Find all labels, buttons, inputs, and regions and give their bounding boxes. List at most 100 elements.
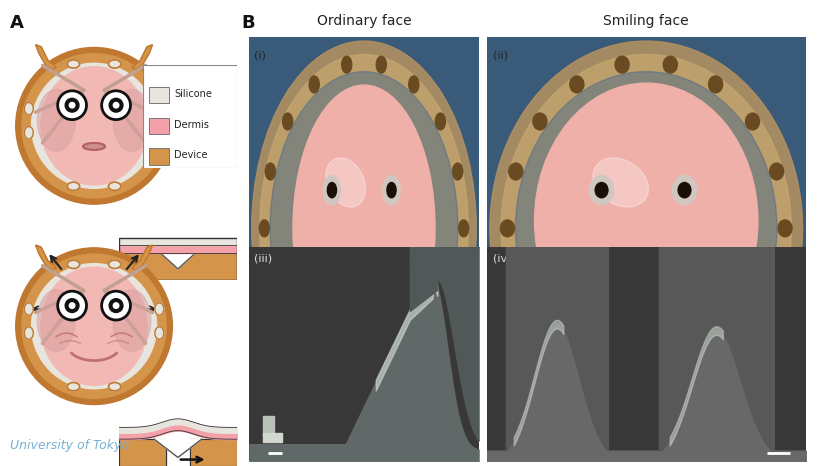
Circle shape <box>252 41 476 416</box>
Circle shape <box>745 327 760 343</box>
Circle shape <box>283 113 293 130</box>
Ellipse shape <box>67 260 79 268</box>
Circle shape <box>590 176 614 205</box>
Bar <box>119 439 166 466</box>
Circle shape <box>101 91 131 120</box>
Circle shape <box>327 183 336 198</box>
Circle shape <box>663 56 677 73</box>
Ellipse shape <box>155 103 164 115</box>
Bar <box>119 245 237 253</box>
Ellipse shape <box>83 143 105 150</box>
Circle shape <box>615 384 629 400</box>
Circle shape <box>490 41 802 416</box>
Ellipse shape <box>155 126 164 139</box>
Circle shape <box>342 56 352 73</box>
Circle shape <box>745 113 760 130</box>
Text: A: A <box>10 14 24 32</box>
Circle shape <box>114 303 119 308</box>
Text: (i): (i) <box>254 51 266 61</box>
Bar <box>149 87 169 103</box>
Circle shape <box>778 220 792 237</box>
Ellipse shape <box>25 126 34 139</box>
Circle shape <box>435 113 445 130</box>
Ellipse shape <box>67 383 79 391</box>
Text: (iv): (iv) <box>493 254 511 263</box>
Circle shape <box>501 220 515 237</box>
Polygon shape <box>36 245 56 270</box>
Bar <box>119 238 237 245</box>
Circle shape <box>114 103 119 108</box>
Circle shape <box>570 76 584 93</box>
Circle shape <box>770 163 784 180</box>
Circle shape <box>109 299 123 313</box>
Text: Silicone: Silicone <box>174 89 212 99</box>
Circle shape <box>678 183 691 198</box>
Text: (ii): (ii) <box>493 51 508 61</box>
Bar <box>263 416 273 436</box>
Text: B: B <box>241 14 255 32</box>
Ellipse shape <box>25 103 34 115</box>
Text: Dermis: Dermis <box>174 120 209 130</box>
Ellipse shape <box>113 89 151 151</box>
Ellipse shape <box>67 182 79 191</box>
Circle shape <box>533 327 547 343</box>
Circle shape <box>57 291 87 320</box>
Circle shape <box>452 163 463 180</box>
Ellipse shape <box>113 290 151 352</box>
Polygon shape <box>132 45 152 69</box>
Ellipse shape <box>67 60 79 68</box>
Circle shape <box>509 163 523 180</box>
Circle shape <box>109 98 123 112</box>
Ellipse shape <box>109 383 121 391</box>
Ellipse shape <box>41 67 147 185</box>
Circle shape <box>376 56 386 73</box>
Circle shape <box>342 384 352 400</box>
Circle shape <box>435 327 445 343</box>
Circle shape <box>459 220 469 237</box>
Circle shape <box>265 277 276 294</box>
Bar <box>119 238 237 245</box>
Ellipse shape <box>109 182 121 191</box>
Circle shape <box>65 98 79 112</box>
Polygon shape <box>154 439 201 458</box>
Ellipse shape <box>16 48 173 204</box>
Ellipse shape <box>326 158 366 207</box>
Bar <box>119 439 166 466</box>
Circle shape <box>672 176 697 205</box>
Ellipse shape <box>22 54 166 198</box>
Bar <box>119 253 237 280</box>
Bar <box>190 439 237 466</box>
Circle shape <box>708 76 722 93</box>
Bar <box>263 433 281 442</box>
Ellipse shape <box>38 290 75 352</box>
FancyBboxPatch shape <box>143 65 237 168</box>
Circle shape <box>570 364 584 381</box>
Circle shape <box>70 103 74 108</box>
Circle shape <box>265 163 276 180</box>
Bar <box>119 245 237 253</box>
Ellipse shape <box>25 327 34 339</box>
Circle shape <box>533 113 547 130</box>
Circle shape <box>376 384 386 400</box>
Circle shape <box>708 364 722 381</box>
Circle shape <box>323 176 340 205</box>
Circle shape <box>101 291 131 320</box>
Circle shape <box>283 327 293 343</box>
Polygon shape <box>36 45 56 69</box>
Circle shape <box>409 76 419 93</box>
Text: Device: Device <box>174 151 208 160</box>
Circle shape <box>260 55 468 402</box>
Ellipse shape <box>16 248 173 404</box>
Circle shape <box>270 72 458 385</box>
Text: University of Tokyo: University of Tokyo <box>10 439 128 452</box>
Circle shape <box>70 303 74 308</box>
Ellipse shape <box>109 60 121 68</box>
Circle shape <box>57 91 87 120</box>
Ellipse shape <box>155 327 164 339</box>
Polygon shape <box>160 253 196 269</box>
Circle shape <box>515 72 777 385</box>
Circle shape <box>663 384 677 400</box>
Circle shape <box>615 56 629 73</box>
Circle shape <box>452 277 463 294</box>
Circle shape <box>770 277 784 294</box>
